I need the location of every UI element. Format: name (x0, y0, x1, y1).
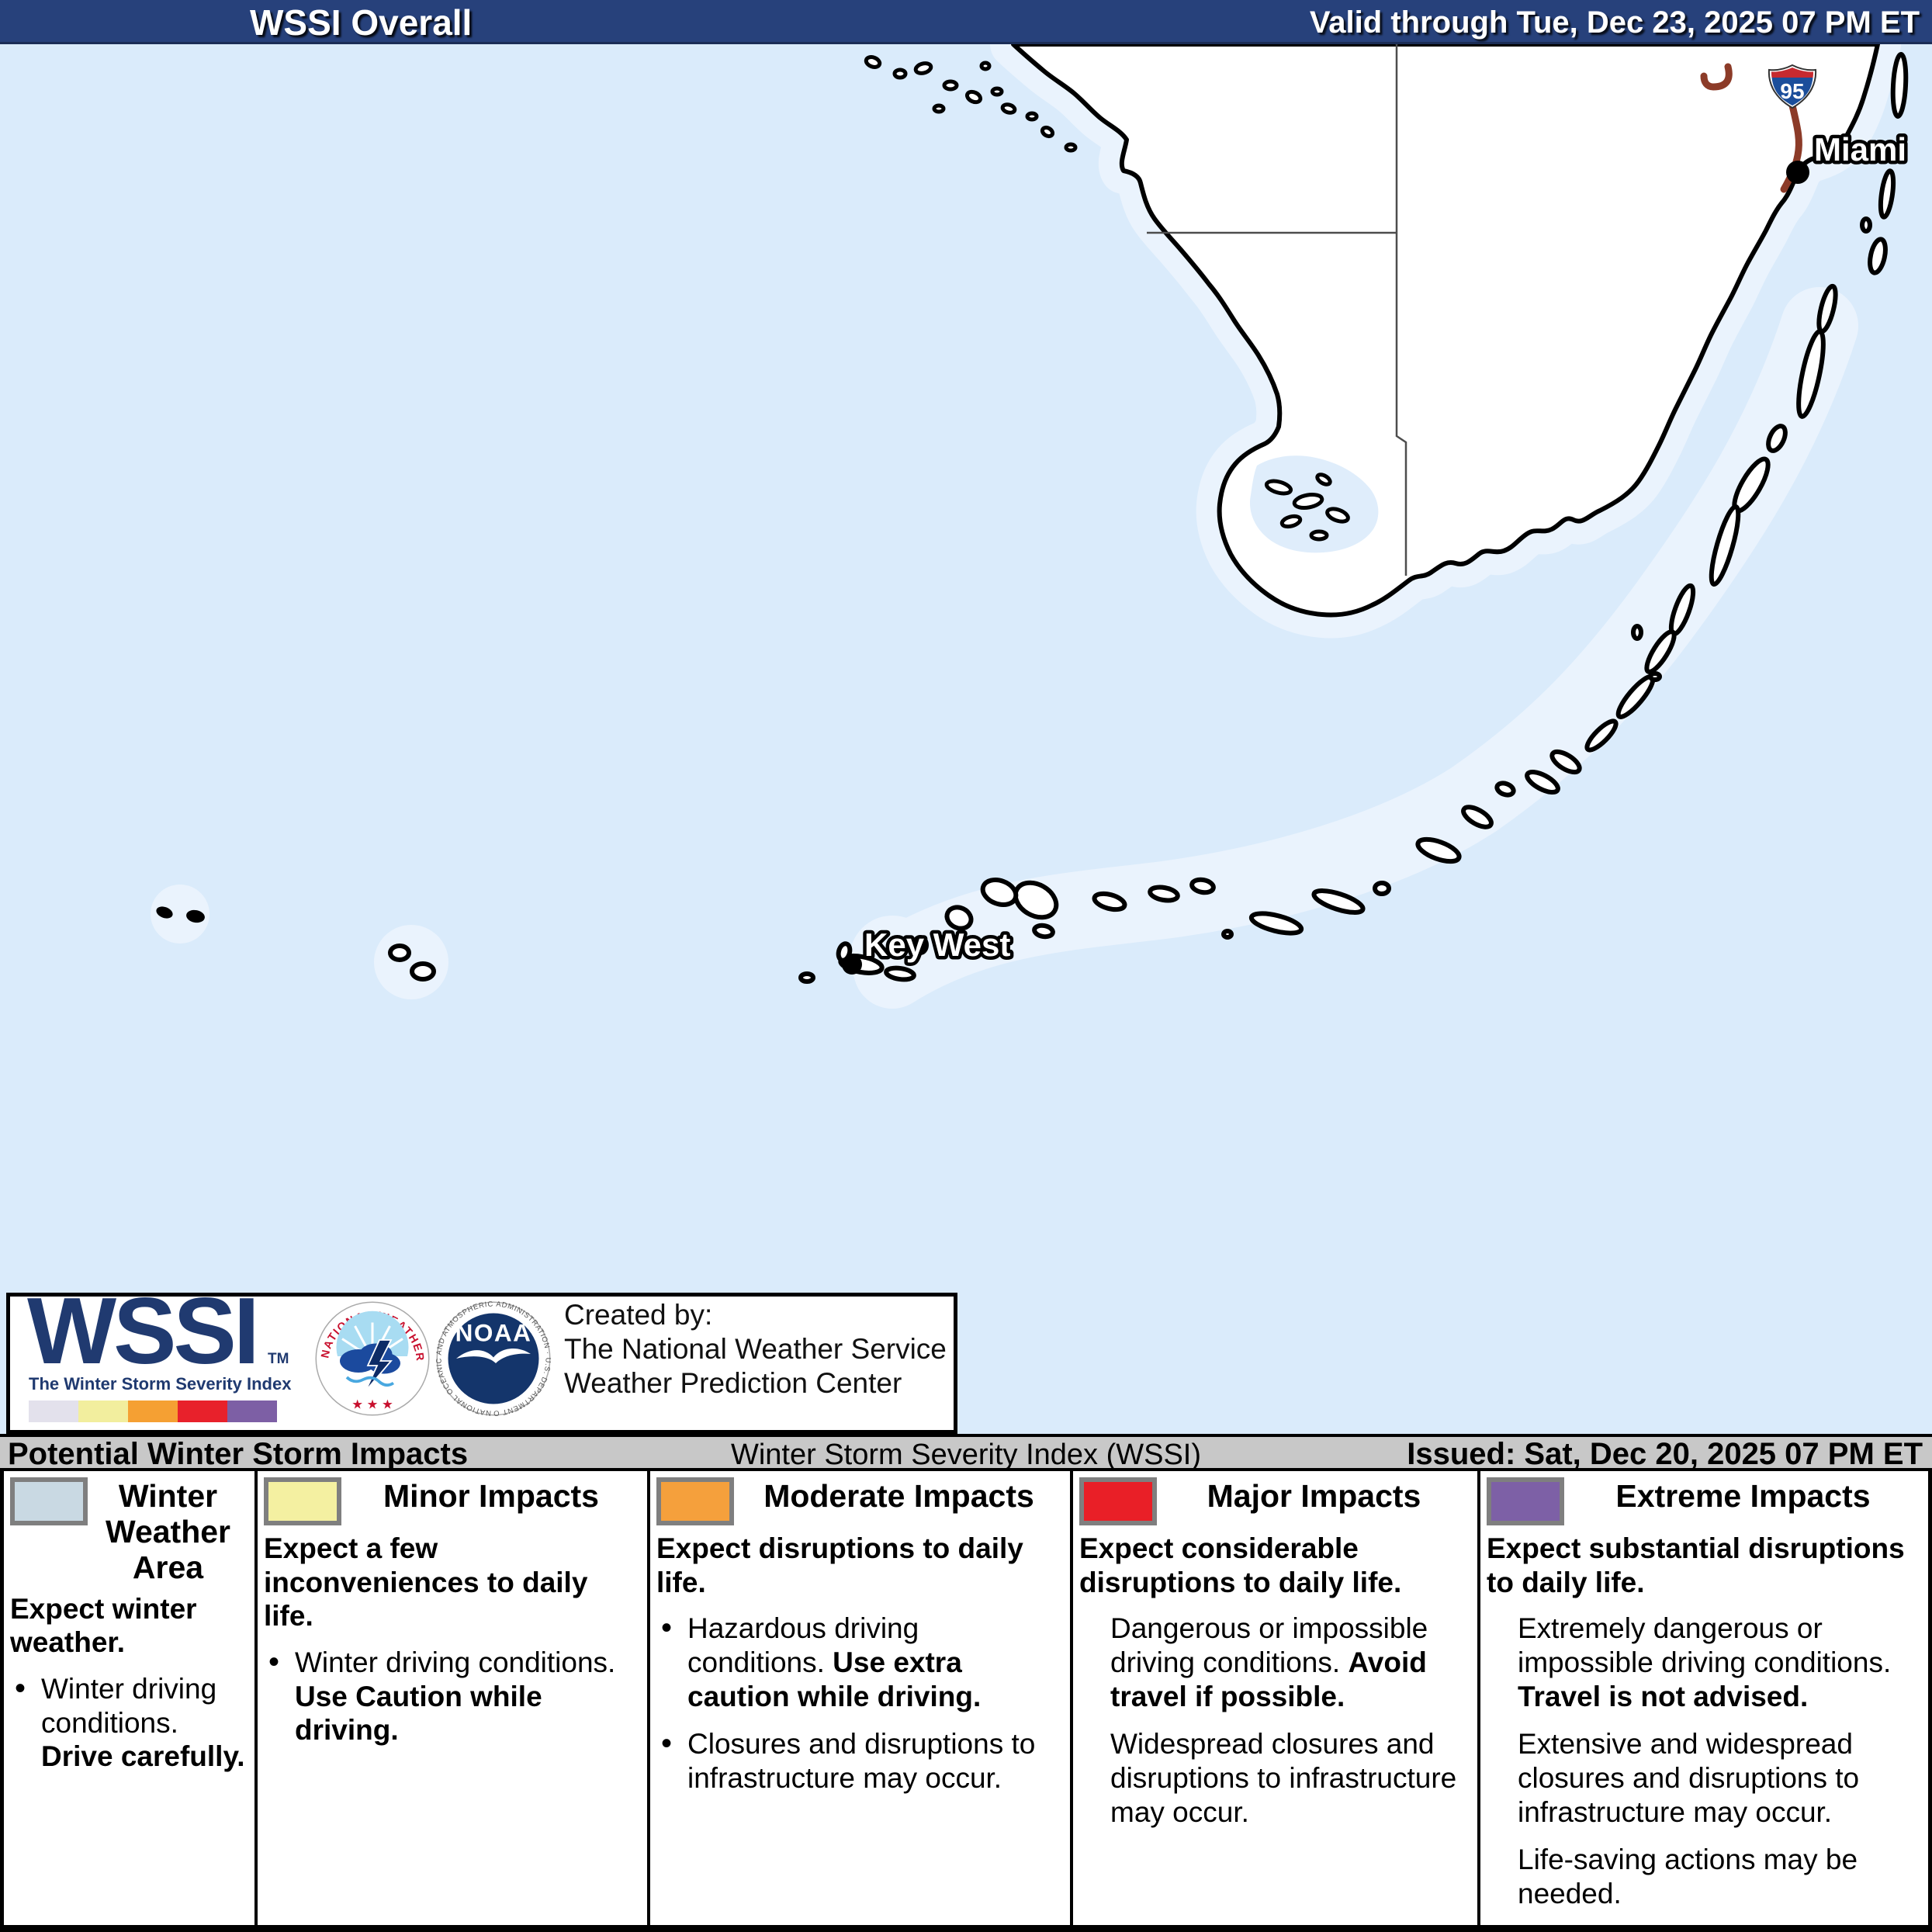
nws-logo-icon: NATIONAL WEATHER SERVICE ★ ★ ★ (314, 1300, 430, 1416)
legend-column-minor: Minor Impacts Expect a few inconvenience… (258, 1471, 650, 1925)
severity-bar-minor (78, 1401, 128, 1422)
impact-legend: Winter Weather Area Expect winter weathe… (0, 1471, 1932, 1932)
legend-item: Widespread closures and disruptions to i… (1079, 1727, 1471, 1829)
major-impacts-swatch (1079, 1477, 1157, 1525)
page-title: WSSI Overall (250, 2, 473, 43)
florida-keys (388, 329, 1826, 984)
legend-lead: Expect a few inconveniences to daily lif… (264, 1532, 588, 1633)
ten-thousand-islands (864, 55, 1078, 153)
interstate-number: 95 (1780, 79, 1804, 103)
county-lines (1147, 44, 1407, 576)
shallow-patch (151, 885, 209, 943)
legend-item: Extensive and widespread closures and di… (1487, 1727, 1922, 1829)
mainland-florida (1011, 42, 1880, 618)
mangrove-islets (1264, 473, 1350, 542)
legend-column-winter-weather: Winter Weather Area Expect winter weathe… (4, 1471, 258, 1925)
legend-title: Extreme Impacts (1615, 1478, 1871, 1514)
header-bar: WSSI Overall Valid through Tue, Dec 23, … (0, 0, 1932, 44)
legend-lead: Expect winter weather. (10, 1592, 197, 1659)
dry-tortugas (156, 906, 205, 923)
legend-item-text: Dangerous or impossible driving conditio… (1110, 1612, 1428, 1678)
trademark-symbol: TM (268, 1351, 289, 1367)
severity-bar-major (178, 1401, 227, 1422)
legend-item-bold: Travel is not advised. (1518, 1680, 1809, 1712)
legend-title: Winter Weather Area (105, 1478, 231, 1585)
legend-title: Moderate Impacts (763, 1478, 1034, 1514)
severity-color-bar (29, 1401, 277, 1422)
severity-bar-moderate (128, 1401, 178, 1422)
svg-text:NOAA: NOAA (455, 1319, 532, 1347)
legend-item-bold: Avoid travel if possible. (1110, 1646, 1427, 1712)
impacts-title: Potential Winter Storm Impacts (8, 1437, 469, 1471)
legend-item-bold: Use Caution while driving. (295, 1680, 542, 1747)
noaa-logo-icon: NATIONAL OCEANIC AND ATMOSPHERIC ADMINIS… (435, 1300, 552, 1417)
created-by-line1: Created by: (564, 1299, 713, 1331)
created-by-line3: Weather Prediction Center (564, 1367, 902, 1399)
legend-item-text: Hazardous driving conditions. (687, 1612, 919, 1678)
legend-item-text: Winter driving conditions. (41, 1673, 217, 1739)
legend-item-bold: Drive carefully. (41, 1740, 245, 1773)
legend-item: Life-saving actions may be needed. (1487, 1843, 1922, 1910)
issued-timestamp: Issued: Sat, Dec 20, 2025 07 PM ET (1407, 1437, 1923, 1471)
created-by-text: Created by: The National Weather Service… (564, 1298, 947, 1401)
severity-bar-winter (29, 1401, 78, 1422)
created-by-line2: The National Weather Service (564, 1333, 947, 1365)
legend-item: Winter driving conditions. Drive careful… (10, 1671, 248, 1774)
legend-item: Dangerous or impossible driving conditio… (1079, 1612, 1471, 1713)
interstate-95-shield: 95 (1768, 64, 1817, 109)
severity-bar-extreme (227, 1401, 277, 1422)
legend-item-text: Extremely dangerous or impossible drivin… (1518, 1612, 1892, 1678)
legend-lead: Expect considerable disruptions to daily… (1079, 1532, 1402, 1598)
legend-column-moderate: Moderate Impacts Expect disruptions to d… (650, 1471, 1073, 1925)
legend-column-major: Major Impacts Expect considerable disrup… (1073, 1471, 1480, 1925)
impacts-title-bar: Potential Winter Storm Impacts Winter St… (0, 1434, 1932, 1471)
legend-item-bold: Use extra caution while driving. (687, 1646, 982, 1712)
legend-item-text: Extensive and widespread closures and di… (1518, 1728, 1860, 1828)
wssi-tagline: The Winter Storm Severity Index (29, 1374, 292, 1394)
svg-text:★ ★ ★: ★ ★ ★ (351, 1398, 393, 1412)
miami-dot (1786, 161, 1809, 184)
winter-weather-swatch (10, 1477, 88, 1525)
extreme-impacts-swatch (1487, 1477, 1564, 1525)
wssi-wordmark: WSSI (27, 1278, 260, 1383)
legend-item-text: Closures and disruptions to infrastructu… (687, 1728, 1036, 1794)
legend-item-text: Life-saving actions may be needed. (1518, 1844, 1858, 1909)
wssi-subtitle: Winter Storm Severity Index (WSSI) (730, 1439, 1202, 1471)
legend-item: Closures and disruptions to infrastructu… (656, 1726, 1064, 1795)
legend-item-text: Widespread closures and disruptions to i… (1110, 1728, 1457, 1828)
key-west-label: Key West (864, 926, 1010, 963)
valid-through-text: Valid through Tue, Dec 23, 2025 07 PM ET (1309, 5, 1920, 40)
minor-impacts-swatch (264, 1477, 341, 1525)
moderate-impacts-swatch (656, 1477, 734, 1525)
miami-label: Miami (1814, 131, 1906, 168)
legend-lead: Expect substantial disruptions to daily … (1487, 1532, 1905, 1598)
legend-item: Extremely dangerous or impossible drivin… (1487, 1612, 1922, 1713)
legend-lead: Expect disruptions to daily life. (656, 1532, 1023, 1598)
legend-column-extreme: Extreme Impacts Expect substantial disru… (1480, 1471, 1928, 1925)
legend-title: Major Impacts (1207, 1478, 1421, 1514)
legend-item: Winter driving conditions. Use Caution w… (264, 1644, 641, 1747)
legend-title: Minor Impacts (383, 1478, 599, 1514)
shallow-patch (374, 925, 448, 999)
wssi-logo-box: WSSI TM The Winter Storm Severity Index … (6, 1278, 957, 1434)
legend-item: Hazardous driving conditions. Use extra … (656, 1610, 1064, 1713)
legend-item-text: Winter driving conditions. (295, 1646, 616, 1678)
key-west-dot (842, 954, 862, 975)
